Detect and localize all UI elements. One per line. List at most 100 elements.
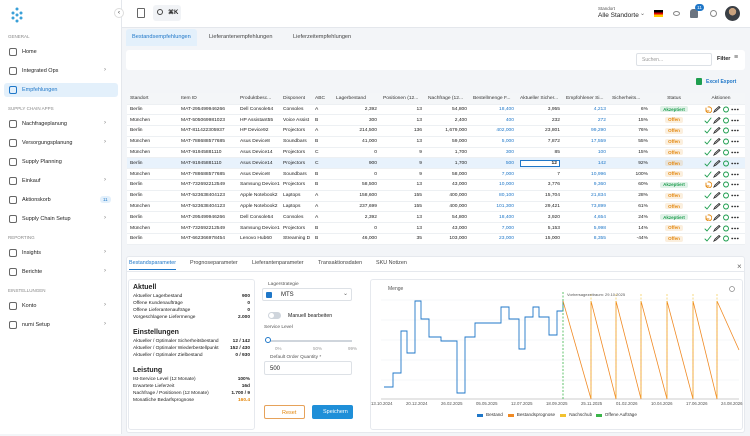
gear-icon[interactable]	[722, 203, 730, 210]
nav-item[interactable]: Konto ›	[4, 299, 118, 313]
table-row[interactable]: Berlin MAT-732692212549 Samsung Device1 Pro…	[127, 179, 745, 191]
gear-icon[interactable]	[722, 127, 730, 134]
gear-icon[interactable]	[722, 214, 730, 221]
gear-icon[interactable]	[722, 171, 730, 178]
more-icon[interactable]	[730, 235, 739, 242]
table-row[interactable]: Berlin MAT-523638404123 Apple Notebook2 Lap…	[127, 190, 745, 202]
column-header[interactable]: Aktionen	[697, 93, 745, 105]
nav-item[interactable]: Empfehlungen	[4, 83, 118, 97]
collapse-button[interactable]: ‹	[114, 8, 124, 18]
more-icon[interactable]	[730, 192, 739, 199]
column-header[interactable]: Bestellmenge F...	[470, 93, 517, 105]
column-header[interactable]: ABC	[312, 93, 333, 105]
gear-icon[interactable]	[722, 225, 730, 232]
doq-input[interactable]: 500	[264, 361, 352, 375]
gear-icon[interactable]	[722, 192, 730, 199]
more-icon[interactable]	[730, 181, 739, 188]
column-header[interactable]: Disponent	[280, 93, 312, 105]
column-header[interactable]: Lagerbestand	[333, 93, 380, 105]
column-header[interactable]: Sicherheits...	[609, 93, 651, 105]
language-flag[interactable]	[654, 10, 663, 17]
column-header[interactable]: Produktbesc...	[237, 93, 280, 105]
check-icon[interactable]	[704, 225, 712, 232]
table-row[interactable]: Berlin MAT-295499946266 Dell Console54 Cons…	[127, 104, 745, 116]
gear-icon[interactable]	[722, 117, 730, 124]
nav-item[interactable]: Versorgungsplanung ›	[4, 136, 118, 150]
table-row[interactable]: München MAT-523638404123 Apple Notebook2 La…	[127, 201, 745, 213]
table-row[interactable]: München MAT-788688577685 Asus Device8 Sound…	[127, 168, 745, 181]
column-header[interactable]: Standort	[127, 93, 178, 105]
detail-tab[interactable]: Transaktionsdaten	[318, 260, 363, 266]
save-button[interactable]: Speichern	[312, 405, 353, 419]
check-icon[interactable]	[704, 235, 712, 243]
search-button[interactable]: ⌘K	[153, 5, 181, 21]
table-row[interactable]: Berlin MAT-91945881110 Asus Device14 Projec…	[127, 157, 745, 170]
edit-icon[interactable]	[712, 138, 721, 146]
column-header[interactable]: Item ID	[178, 93, 237, 105]
doc-icon[interactable]	[137, 8, 145, 18]
edit-icon[interactable]	[712, 213, 721, 221]
nav-item[interactable]: Berichte ›	[4, 265, 118, 279]
nav-item[interactable]: Supply Planning	[4, 155, 118, 169]
edit-icon[interactable]	[712, 192, 721, 200]
more-icon[interactable]	[730, 127, 739, 134]
edit-icon[interactable]	[712, 235, 721, 243]
gear-icon[interactable]	[722, 235, 730, 242]
more-icon[interactable]	[730, 203, 739, 210]
gear-icon[interactable]	[722, 149, 730, 156]
check-icon[interactable]	[704, 138, 712, 145]
column-header[interactable]: Nachfrage (12...	[425, 93, 470, 105]
column-header[interactable]: Status	[651, 93, 697, 105]
slider-knob[interactable]	[265, 337, 271, 343]
tab[interactable]: Bestandsempfehlungen	[126, 29, 197, 46]
edit-icon[interactable]	[712, 181, 721, 189]
edit-icon[interactable]	[712, 170, 721, 178]
edit-icon[interactable]	[712, 105, 721, 113]
nav-item[interactable]: Einkauf ›	[4, 174, 118, 188]
location-select[interactable]: Standort Alle Standorte ⌄	[598, 6, 646, 19]
gear-icon[interactable]	[722, 160, 730, 167]
more-icon[interactable]	[730, 149, 739, 156]
nav-item[interactable]: Insights ›	[4, 246, 118, 260]
table-row[interactable]: München MAT-732692212549 Samsung Device1 Pr…	[127, 222, 745, 235]
check-icon[interactable]	[704, 127, 712, 135]
more-icon[interactable]	[730, 138, 739, 145]
check-icon[interactable]	[704, 149, 712, 156]
cell-input[interactable]: 12	[520, 159, 560, 167]
close-button[interactable]: ×	[737, 262, 742, 271]
edit-icon[interactable]	[712, 148, 721, 157]
export-button[interactable]: Excel Export	[706, 79, 737, 85]
tab[interactable]: Lieferzeitempfehlungen	[287, 29, 357, 46]
gear-icon[interactable]	[722, 181, 730, 188]
more-icon[interactable]	[730, 106, 739, 113]
edit-icon[interactable]	[712, 116, 721, 124]
undo-icon[interactable]	[704, 181, 712, 189]
undo-icon[interactable]	[704, 106, 712, 114]
settings-icon[interactable]	[710, 10, 717, 17]
column-header[interactable]: Empfohlener Si...	[563, 93, 609, 105]
edit-icon[interactable]	[712, 224, 721, 232]
nav-item[interactable]: Supply Chain Setup ›	[4, 212, 118, 226]
more-icon[interactable]	[730, 225, 739, 232]
edit-icon[interactable]	[712, 159, 721, 167]
gear-icon[interactable]	[722, 106, 730, 113]
check-icon[interactable]	[704, 192, 712, 199]
detail-tab[interactable]: Bestandsparameter	[129, 260, 177, 270]
edit-icon[interactable]	[712, 127, 721, 135]
avatar[interactable]	[725, 6, 740, 21]
check-icon[interactable]	[704, 203, 712, 210]
nav-item[interactable]: numi Setup ›	[4, 318, 118, 332]
more-icon[interactable]	[730, 214, 739, 221]
table-row[interactable]: Berlin MAT-295499946266 Dell Console54 Cons…	[127, 211, 745, 224]
table-row[interactable]: Berlin MAT-811422305937 HP Device92 Project…	[127, 125, 745, 137]
table-row[interactable]: München MAT-788688577685 Asus Device8 Sound…	[127, 136, 745, 148]
search-input[interactable]: Suchen...	[636, 53, 712, 66]
toggle[interactable]	[268, 312, 281, 319]
nav-item[interactable]: Home	[4, 45, 118, 59]
detail-tab[interactable]: SKU Notizen	[376, 260, 407, 266]
edit-icon[interactable]	[712, 202, 721, 211]
more-icon[interactable]	[730, 160, 739, 167]
nav-item[interactable]: Nachfrageplanung ›	[4, 117, 118, 131]
table-row[interactable]: München MAT-505069981023 HP Assistant55 Voi…	[127, 114, 745, 127]
check-icon[interactable]	[704, 171, 712, 178]
